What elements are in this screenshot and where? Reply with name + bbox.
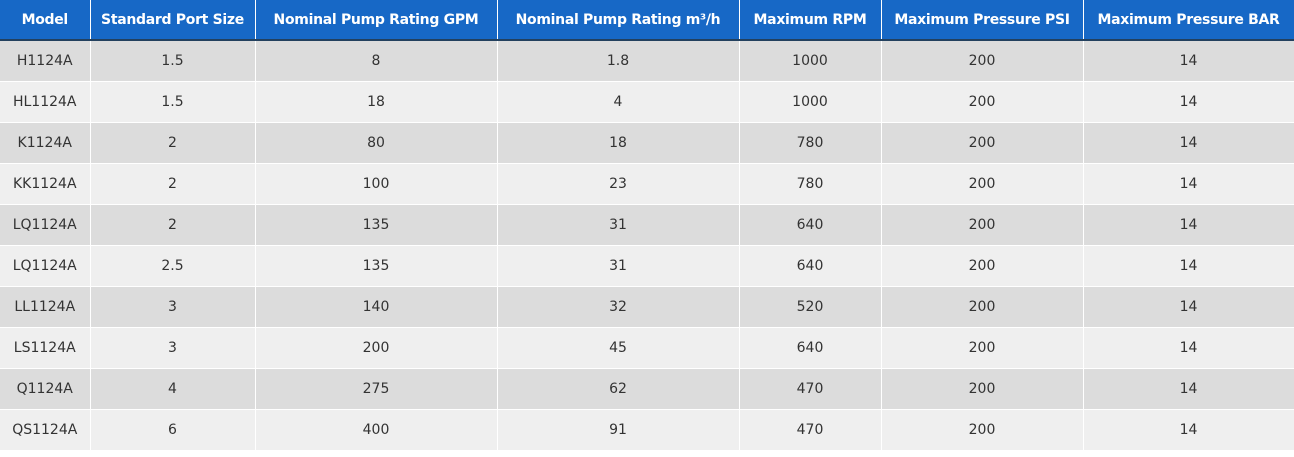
table-cell: 780 [739, 122, 882, 164]
table-cell: 32 [497, 286, 740, 328]
table-cell: 100 [255, 163, 498, 205]
table-cell: LQ1124A [0, 204, 91, 246]
table-cell: LQ1124A [0, 245, 91, 287]
table-row: QS1124A 6 400 91 470 200 14 [0, 409, 1294, 451]
table-cell: 1000 [739, 40, 882, 82]
table-cell: 200 [881, 245, 1084, 287]
table-cell: 18 [255, 81, 498, 123]
table-row: LS1124A 3 200 45 640 200 14 [0, 327, 1294, 369]
table-cell: 135 [255, 245, 498, 287]
table-cell: 1000 [739, 81, 882, 123]
table-cell: K1124A [0, 122, 91, 164]
table-cell: KK1124A [0, 163, 91, 205]
table-cell: LS1124A [0, 327, 91, 369]
table-cell: 6 [90, 409, 256, 451]
table-row: KK1124A 2 100 23 780 200 14 [0, 163, 1294, 205]
table-cell: 14 [1083, 409, 1294, 451]
header-cell: Nominal Pump Rating GPM [255, 0, 498, 41]
table-row: H1124A 1.5 8 1.8 1000 200 14 [0, 40, 1294, 82]
table-cell: 2 [90, 122, 256, 164]
table-cell: 400 [255, 409, 498, 451]
header-cell: Standard Port Size [90, 0, 256, 41]
table-cell: 470 [739, 409, 882, 451]
table-cell: 4 [497, 81, 740, 123]
table-cell: 14 [1083, 327, 1294, 369]
header-cell: Maximum RPM [739, 0, 882, 41]
table-cell: 140 [255, 286, 498, 328]
table-cell: 2.5 [90, 245, 256, 287]
table-cell: 2 [90, 204, 256, 246]
table-row: LQ1124A 2.5 135 31 640 200 14 [0, 245, 1294, 287]
table-cell: 31 [497, 245, 740, 287]
table-cell: 200 [881, 368, 1084, 410]
table-cell: 80 [255, 122, 498, 164]
table-cell: 3 [90, 327, 256, 369]
table-cell: 18 [497, 122, 740, 164]
table-cell: QS1124A [0, 409, 91, 451]
table-cell: 200 [881, 122, 1084, 164]
table-row: K1124A 2 80 18 780 200 14 [0, 122, 1294, 164]
table-cell: 520 [739, 286, 882, 328]
table-cell: 45 [497, 327, 740, 369]
table-cell: 640 [739, 204, 882, 246]
table-cell: 470 [739, 368, 882, 410]
table-cell: 2 [90, 163, 256, 205]
table-cell: 640 [739, 245, 882, 287]
table-cell: 1.5 [90, 81, 256, 123]
table-cell: H1124A [0, 40, 91, 82]
header-cell: Maximum Pressure PSI [881, 0, 1084, 41]
table-cell: LL1124A [0, 286, 91, 328]
table-cell: 4 [90, 368, 256, 410]
table-cell: 275 [255, 368, 498, 410]
table-cell: 14 [1083, 245, 1294, 287]
table-cell: 62 [497, 368, 740, 410]
table-cell: HL1124A [0, 81, 91, 123]
table-cell: 3 [90, 286, 256, 328]
table-cell: 14 [1083, 163, 1294, 205]
table-cell: 91 [497, 409, 740, 451]
table-row: LL1124A 3 140 32 520 200 14 [0, 286, 1294, 328]
table-cell: 14 [1083, 81, 1294, 123]
table-body: H1124A 1.5 8 1.8 1000 200 14 HL1124A 1.5 18 4 1000 2… [0, 40, 1294, 451]
table-cell: 200 [881, 409, 1084, 451]
header-cell: Model [0, 0, 91, 41]
table-row: LQ1124A 2 135 31 640 200 14 [0, 204, 1294, 246]
table-cell: 200 [881, 286, 1084, 328]
header-cell: Nominal Pump Rating m³/h [497, 0, 740, 41]
table-cell: 200 [881, 40, 1084, 82]
table-row: Q1124A 4 275 62 470 200 14 [0, 368, 1294, 410]
table-cell: 8 [255, 40, 498, 82]
table-cell: 14 [1083, 122, 1294, 164]
table-cell: 14 [1083, 204, 1294, 246]
table-cell: Q1124A [0, 368, 91, 410]
table-cell: 1.5 [90, 40, 256, 82]
table-cell: 200 [255, 327, 498, 369]
table-cell: 200 [881, 204, 1084, 246]
table-cell: 200 [881, 163, 1084, 205]
table-cell: 135 [255, 204, 498, 246]
table-cell: 14 [1083, 40, 1294, 82]
table-cell: 1.8 [497, 40, 740, 82]
table-cell: 780 [739, 163, 882, 205]
table-cell: 200 [881, 327, 1084, 369]
table-cell: 200 [881, 81, 1084, 123]
table-cell: 31 [497, 204, 740, 246]
header-row: Model Standard Port Size Nominal Pump Rati… [0, 0, 1294, 41]
table-cell: 23 [497, 163, 740, 205]
table-cell: 640 [739, 327, 882, 369]
header-cell: Maximum Pressure BAR [1083, 0, 1294, 41]
table-cell: 14 [1083, 286, 1294, 328]
table-row: HL1124A 1.5 18 4 1000 200 14 [0, 81, 1294, 123]
table-cell: 14 [1083, 368, 1294, 410]
